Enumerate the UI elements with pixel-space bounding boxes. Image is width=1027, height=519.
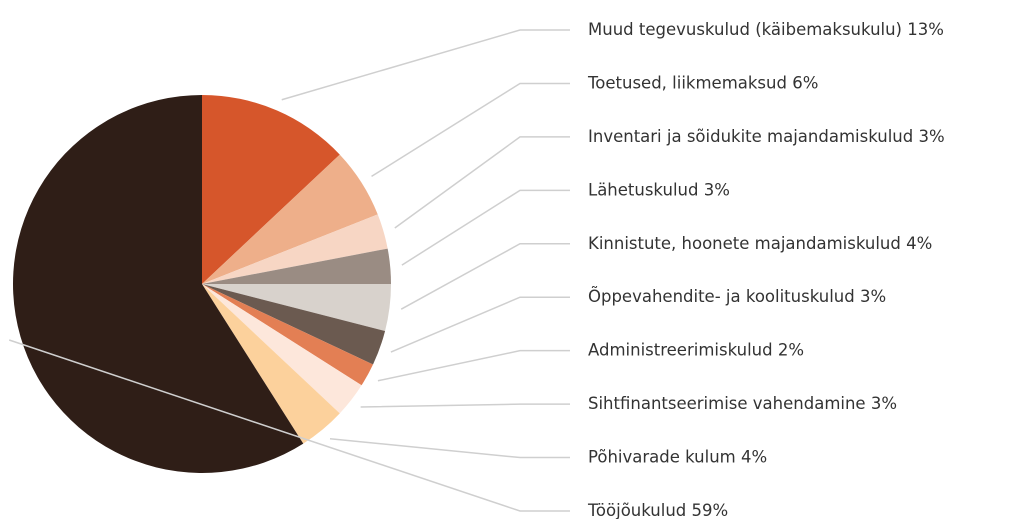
slice-label: Sihtfinantseerimise vahendamine 3% bbox=[588, 394, 897, 413]
slice-label: Muud tegevuskulud (käibemaksukulu) 13% bbox=[588, 20, 944, 39]
pie-slice bbox=[12, 95, 304, 474]
slice-value: 13% bbox=[907, 20, 944, 39]
slice-value: 4% bbox=[906, 233, 932, 252]
leader-line bbox=[371, 82, 570, 178]
slice-category: Põhivarade kulum bbox=[588, 447, 736, 466]
slice-category: Õppevahendite- ja koolituskulud bbox=[588, 287, 855, 306]
leader-line bbox=[390, 296, 570, 353]
pie-slice bbox=[202, 284, 374, 386]
leader-line bbox=[377, 349, 570, 382]
leader-line bbox=[401, 189, 570, 266]
slice-category: Kinnistute, hoonete majandamiskulud bbox=[588, 233, 901, 252]
slice-category: Inventari ja sõidukite majandamiskulud bbox=[588, 126, 913, 145]
slice-value: 3% bbox=[919, 126, 945, 145]
slice-label: Inventari ja sõidukite majandamiskulud 3… bbox=[588, 126, 945, 145]
slice-value: 3% bbox=[704, 180, 730, 199]
pie-slice bbox=[202, 95, 340, 284]
pie-slice bbox=[202, 284, 340, 444]
leader-line bbox=[281, 29, 570, 101]
leader-line bbox=[360, 403, 570, 408]
slice-category: Tööjõukulud bbox=[587, 501, 686, 519]
slice-category: Administreerimiskulud bbox=[588, 340, 773, 359]
slice-category: Lähetuskulud bbox=[588, 180, 698, 199]
slice-label: Põhivarade kulum 4% bbox=[588, 447, 767, 466]
slice-value: 4% bbox=[741, 447, 767, 466]
slice-label: Administreerimiskulud 2% bbox=[588, 340, 804, 359]
slice-label: Kinnistute, hoonete majandamiskulud 4% bbox=[588, 233, 932, 252]
pie-slice bbox=[202, 154, 378, 284]
slice-category: Muud tegevuskulud (käibemaksukulu) bbox=[588, 20, 902, 39]
slice-category: Sihtfinantseerimise vahendamine bbox=[588, 394, 866, 413]
pie-slice bbox=[202, 284, 362, 414]
leader-line bbox=[394, 136, 570, 229]
pie-slice bbox=[202, 284, 386, 365]
slice-label: Tööjõukulud 59% bbox=[587, 501, 728, 519]
leader-line bbox=[329, 437, 570, 459]
slice-value: 2% bbox=[778, 340, 804, 359]
leader-line bbox=[8, 339, 570, 512]
pie-slice bbox=[202, 284, 391, 332]
slice-label: Õppevahendite- ja koolituskulud 3% bbox=[588, 287, 886, 306]
slice-category: Toetused, liikmemaksud bbox=[587, 73, 787, 92]
slice-value: 3% bbox=[860, 287, 886, 306]
pie-slice bbox=[202, 248, 391, 284]
pie-slice bbox=[202, 214, 388, 284]
slice-label: Lähetuskulud 3% bbox=[588, 180, 730, 199]
leader-line bbox=[400, 243, 570, 310]
slice-value: 59% bbox=[692, 501, 729, 519]
slice-value: 3% bbox=[871, 394, 897, 413]
slice-label: Toetused, liikmemaksud 6% bbox=[587, 73, 818, 92]
slice-value: 6% bbox=[792, 73, 818, 92]
